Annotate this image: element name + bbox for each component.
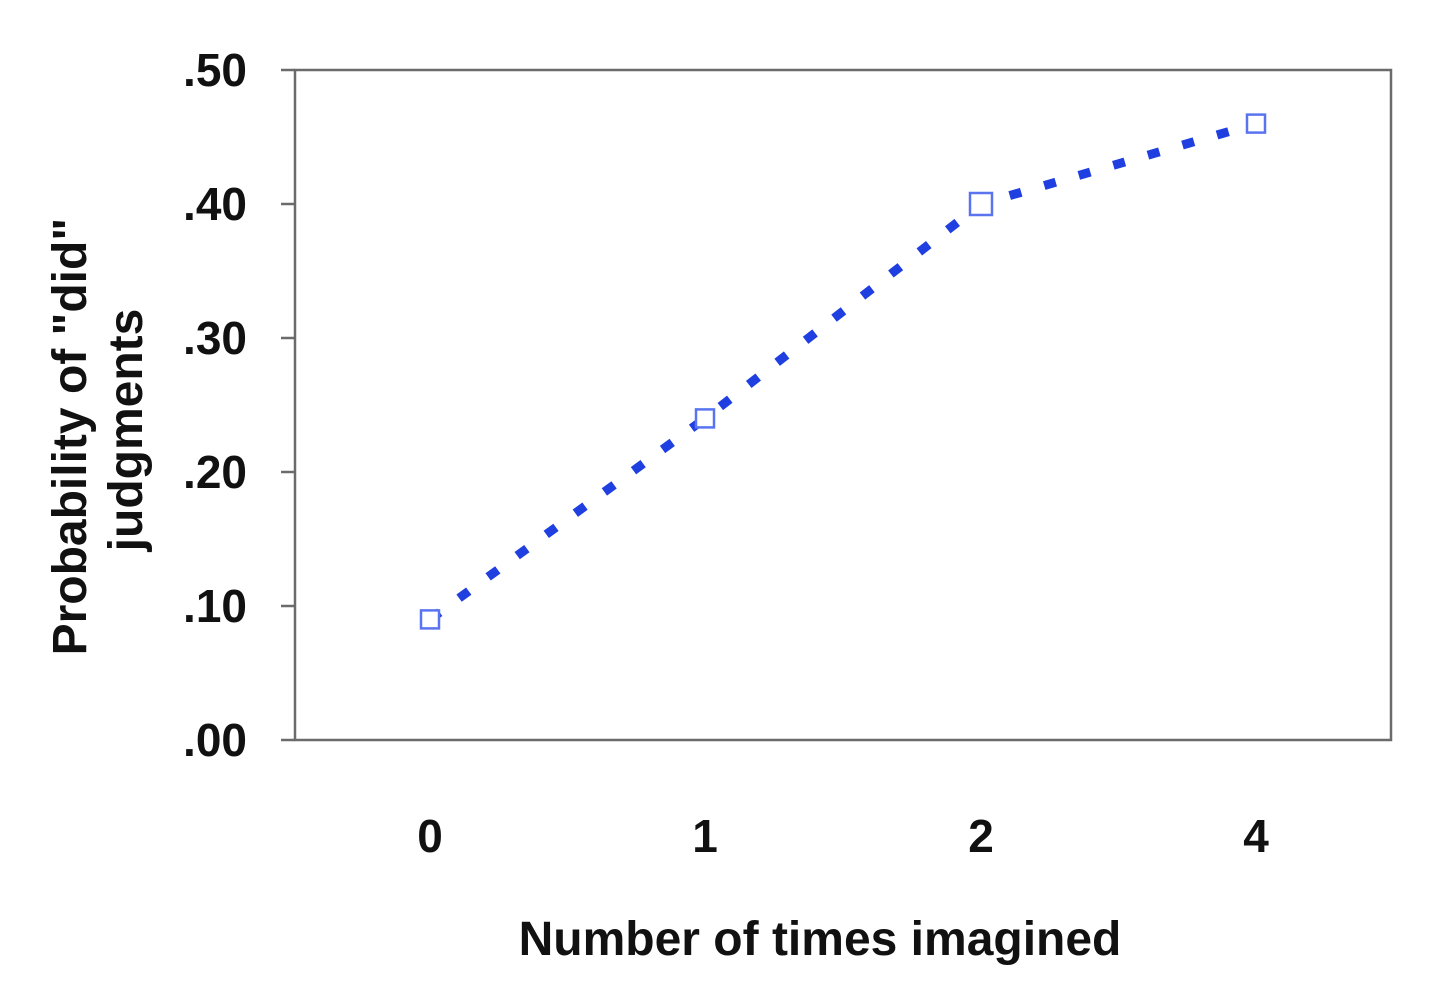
x-axis-tick-labels: 0 1 2 4 [417, 810, 1269, 862]
series-markers [419, 113, 1267, 630]
y-axis-ticks [281, 68, 295, 742]
y-tick-label: .40 [183, 178, 247, 230]
y-tick-label: .00 [183, 714, 247, 766]
x-tick-label: 2 [968, 810, 994, 862]
y-tick-label: .50 [183, 44, 247, 96]
y-axis-tick-labels: .00 .10 .20 .30 .40 .50 [183, 44, 247, 766]
x-tick-label: 0 [417, 810, 443, 862]
y-tick-label: .10 [183, 580, 247, 632]
y-tick-label: .30 [183, 312, 247, 364]
data-point-marker [1245, 113, 1267, 134]
y-axis-title-line-2: judgments [100, 309, 153, 553]
x-tick-label: 4 [1243, 810, 1269, 862]
series-line [427, 119, 1258, 624]
data-point-marker [694, 408, 716, 429]
x-tick-label: 1 [692, 810, 718, 862]
plot-frame [293, 68, 1393, 742]
y-axis-title: Probability of "did" judgments [44, 205, 153, 656]
y-axis-title-line-1: Probability of "did" [44, 218, 97, 656]
x-axis-title: Number of times imagined [519, 913, 1122, 966]
y-tick-label: .20 [183, 446, 247, 498]
data-point-marker [419, 609, 441, 630]
data-point-marker [968, 191, 994, 217]
